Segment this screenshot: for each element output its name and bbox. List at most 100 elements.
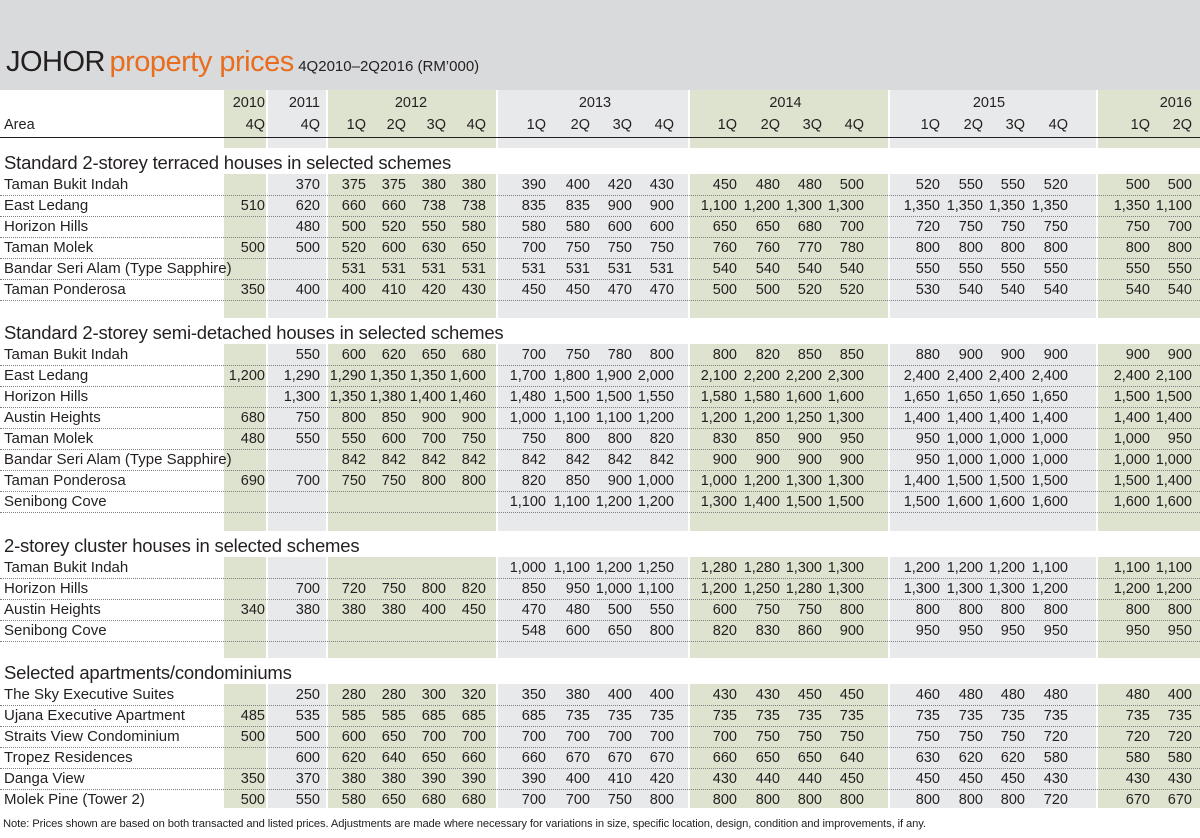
area-name: East Ledang (4, 197, 89, 214)
area-name: Taman Bukit Indah (4, 346, 129, 363)
price-cell: 400 (649, 687, 674, 703)
table-row: Taman Ponderosa 350 400 400 410 420 430 450 450 4… (0, 280, 1200, 301)
price-cell: 780 (607, 347, 632, 363)
price-cell: 900 (1000, 347, 1025, 363)
price-cell: 1,100 (553, 494, 590, 510)
price-cell: 630 (421, 240, 446, 256)
price-cell: 1,400 (409, 389, 446, 405)
quarter-header: 3Q (802, 117, 822, 133)
quarter-header: 3Q (612, 117, 632, 133)
price-cell: 1,200 (700, 581, 737, 597)
price-cell: 750 (461, 431, 486, 447)
price-cell: 700 (521, 729, 546, 745)
price-cell: 500 (295, 240, 320, 256)
quarter-header: 1Q (1130, 117, 1150, 133)
price-cell: 500 (1167, 177, 1192, 193)
section-title: Standard 2-storey semi-detached houses i… (4, 322, 504, 343)
price-cell: 1,400 (1031, 410, 1068, 426)
price-cell: 950 (958, 623, 983, 639)
price-cell: 280 (341, 687, 366, 703)
price-cell: 670 (565, 750, 590, 766)
price-cell: 320 (461, 687, 486, 703)
price-cell: 700 (421, 431, 446, 447)
price-cell: 830 (712, 431, 737, 447)
price-cell: 1,900 (595, 368, 632, 384)
quarter-header: 2Q (386, 117, 406, 133)
price-cell: 750 (607, 240, 632, 256)
price-cell: 550 (1000, 177, 1025, 193)
price-cell: 835 (565, 198, 590, 214)
area-name: Danga View (4, 770, 85, 787)
price-cell: 580 (565, 219, 590, 235)
price-cell: 1,200 (743, 473, 780, 489)
price-cell: 540 (958, 282, 983, 298)
section-gap (0, 531, 1200, 557)
price-cell: 680 (240, 410, 265, 426)
price-cell: 500 (240, 792, 265, 808)
price-cell: 380 (341, 602, 366, 618)
table-row: The Sky Executive Suites 250 280 280 300 320 3… (0, 685, 1200, 706)
price-cell: 1,300 (785, 473, 822, 489)
year-header: 2016 (1159, 95, 1192, 111)
quarter-header: 2Q (570, 117, 590, 133)
area-name: Horizon Hills (4, 580, 89, 597)
price-cell: 750 (565, 240, 590, 256)
price-cell: 450 (915, 771, 940, 787)
price-cell: 500 (712, 282, 737, 298)
price-cell: 1,500 (903, 494, 940, 510)
year-header: 2015 (972, 95, 1006, 111)
price-cell: 1,200 (700, 410, 737, 426)
price-cell: 531 (565, 261, 590, 277)
price-cell: 500 (341, 219, 366, 235)
price-cell: 300 (421, 687, 446, 703)
price-cell: 750 (521, 431, 546, 447)
price-cell: 1,200 (743, 198, 780, 214)
price-cell: 735 (1043, 708, 1068, 724)
price-cell: 1,300 (827, 473, 864, 489)
price-cell: 430 (649, 177, 674, 193)
row-divider (0, 641, 1200, 642)
row-divider (0, 216, 1200, 217)
price-cell: 1,400 (1155, 410, 1192, 426)
table-row: Taman Bukit Indah 370 375 375 380 380 390 400 42… (0, 175, 1200, 196)
price-cell: 700 (607, 729, 632, 745)
price-cell: 820 (755, 347, 780, 363)
quarter-header: 1Q (717, 117, 737, 133)
price-cell: 1,600 (946, 494, 983, 510)
price-cell: 1,200 (595, 494, 632, 510)
price-cell: 1,000 (509, 560, 546, 576)
price-cell: 770 (797, 240, 822, 256)
price-cell: 1,500 (595, 389, 632, 405)
price-cell: 750 (341, 473, 366, 489)
price-cell: 550 (1000, 261, 1025, 277)
price-cell: 750 (755, 729, 780, 745)
price-cell: 720 (1167, 729, 1192, 745)
row-divider (0, 768, 1200, 769)
price-cell: 550 (295, 792, 320, 808)
row-divider (0, 300, 1200, 301)
price-cell: 1,500 (785, 494, 822, 510)
price-cell: 1,100 (595, 410, 632, 426)
price-cell: 520 (1043, 177, 1068, 193)
area-name: Straits View Condominium (4, 728, 180, 745)
price-cell: 250 (295, 687, 320, 703)
price-cell: 1,350 (988, 198, 1025, 214)
price-cell: 750 (958, 729, 983, 745)
price-cell: 800 (421, 581, 446, 597)
year-header: 2010 (232, 95, 265, 111)
price-cell: 1,200 (228, 368, 265, 384)
price-cell: 480 (240, 431, 265, 447)
price-cell: 600 (381, 431, 406, 447)
price-cell: 780 (839, 240, 864, 256)
table-row: Horizon Hills 1,300 1,350 1,380 1,400 1,460 1,… (0, 387, 1200, 408)
price-cell: 450 (712, 177, 737, 193)
price-cell: 750 (381, 473, 406, 489)
price-cell: 430 (712, 771, 737, 787)
row-divider (0, 726, 1200, 727)
price-cell: 685 (461, 708, 486, 724)
title-highlight: property prices (109, 46, 294, 78)
price-cell: 1,000 (637, 473, 674, 489)
price-cell: 620 (958, 750, 983, 766)
price-cell: 680 (461, 347, 486, 363)
price-cell: 620 (381, 347, 406, 363)
